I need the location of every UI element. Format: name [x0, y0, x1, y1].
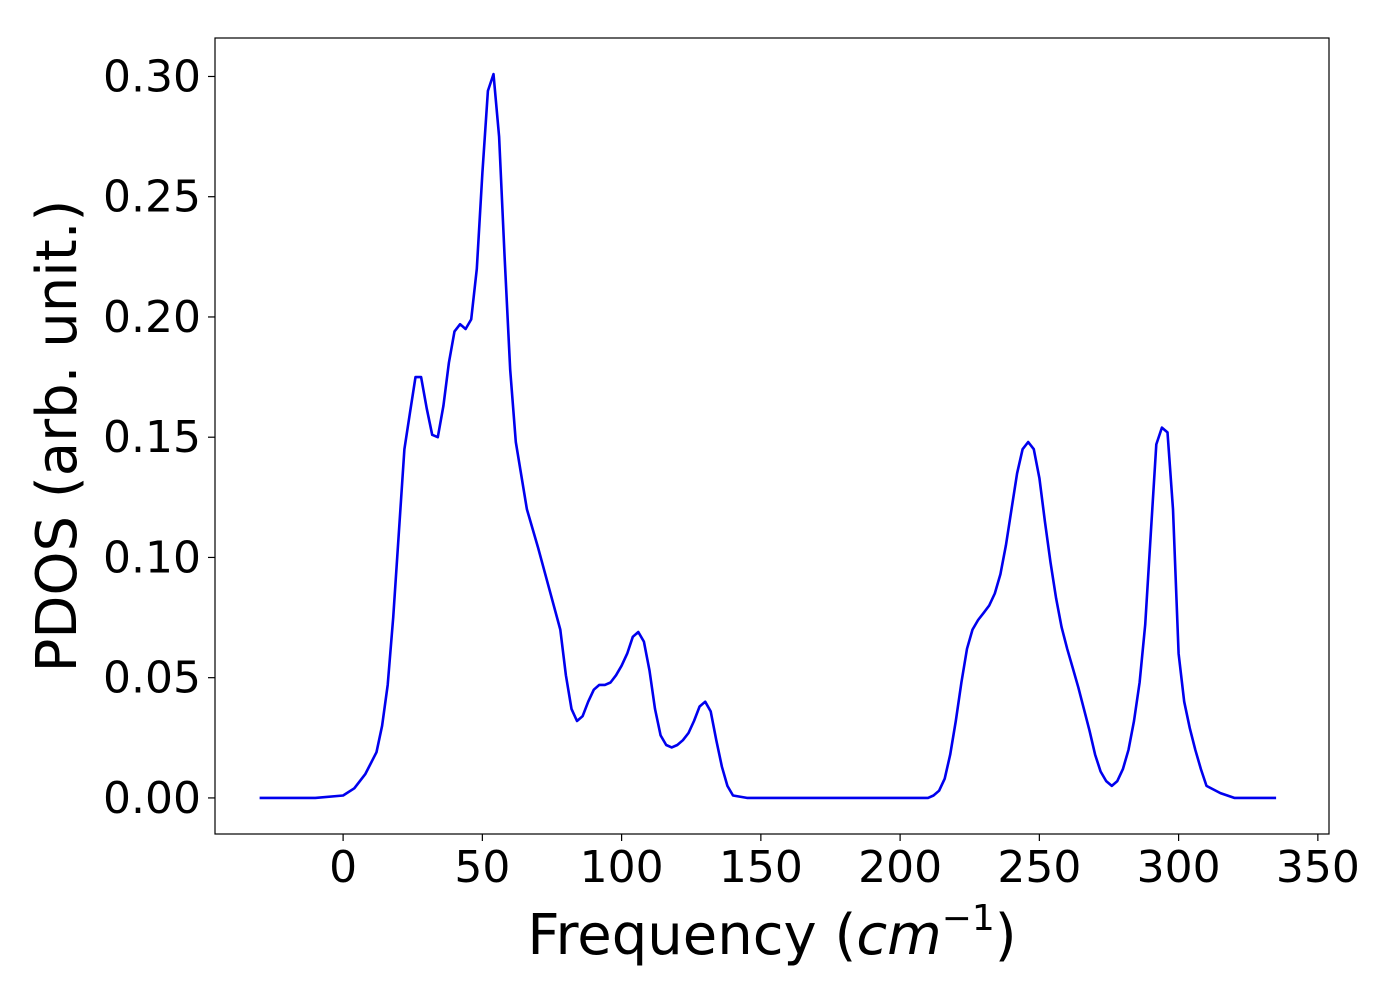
- x-axis-title-main: Frequency (: [527, 903, 856, 968]
- y-tick-label: 0.00: [103, 773, 201, 824]
- series-line-0: [259, 72, 1277, 800]
- x-tick-label: 0: [329, 842, 357, 893]
- y-tick-label: 0.05: [103, 653, 201, 704]
- x-axis: 0 50 100 150 200 250 300 350: [329, 834, 1360, 893]
- y-axis-title: PDOS (arb. unit.): [25, 200, 90, 673]
- x-axis-title-close: ): [995, 903, 1017, 968]
- y-axis: 0.00 0.05 0.10 0.15 0.20 0.25 0.30: [103, 51, 215, 824]
- plot-frame: [214, 37, 1330, 835]
- y-tick-label: 0.25: [103, 172, 201, 223]
- x-tick-label: 250: [997, 842, 1081, 893]
- x-tick-label: 200: [858, 842, 942, 893]
- x-axis-title-exponent: −1: [942, 898, 995, 939]
- x-tick-label: 100: [580, 842, 664, 893]
- x-tick-label: 150: [719, 842, 803, 893]
- x-tick-label: 350: [1276, 842, 1360, 893]
- y-tick-label: 0.10: [103, 532, 201, 583]
- x-axis-title: Frequency (cm−1): [527, 898, 1016, 968]
- x-tick-label: 300: [1137, 842, 1221, 893]
- y-tick-label: 0.20: [103, 292, 201, 343]
- y-tick-label: 0.15: [103, 412, 201, 463]
- series-layer: [259, 72, 1277, 800]
- y-tick-label: 0.30: [103, 51, 201, 102]
- x-axis-title-unit: cm: [856, 903, 941, 968]
- x-tick-label: 50: [454, 842, 510, 893]
